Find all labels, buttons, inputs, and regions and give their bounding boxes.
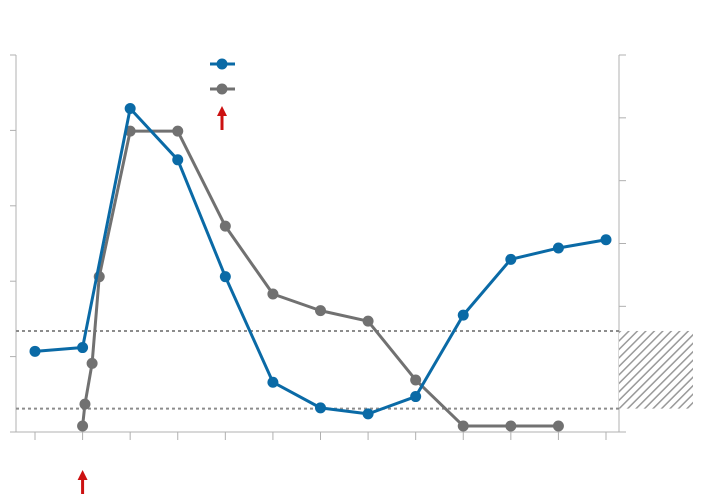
series-2-point [172, 125, 184, 137]
legend-marker-series-1 [216, 58, 228, 70]
series-1-point [457, 309, 469, 321]
series-2-point [362, 315, 374, 327]
series-2-point [410, 374, 422, 386]
series-1-point [124, 103, 136, 115]
series-2-point [315, 305, 326, 317]
series-2-point [505, 420, 517, 432]
series-2-point [267, 288, 279, 300]
reference-band-hatch [619, 330, 693, 409]
series-2-point [219, 220, 231, 232]
series-2-point [86, 357, 98, 369]
series-1-point [172, 154, 184, 166]
series-1-point [219, 271, 231, 283]
series-1-point [77, 342, 89, 354]
series-2-line [81, 129, 560, 428]
series-1-point [362, 408, 374, 420]
series-1-point [410, 391, 422, 403]
series-1-point [600, 234, 612, 246]
series-2-point [457, 420, 469, 432]
series-1-line [33, 107, 608, 416]
legend-arrow-head [217, 106, 227, 116]
series-1-point [29, 345, 41, 357]
series-2-point [552, 420, 564, 432]
series-1-point [267, 376, 279, 388]
x-axis-arrow-head [77, 470, 88, 480]
legend-marker-series-2 [216, 83, 228, 95]
series-1-point [552, 242, 564, 254]
series-1-point [505, 253, 517, 265]
series-1-point [315, 402, 326, 414]
series-2-point [77, 420, 89, 432]
series-2-point [79, 398, 91, 410]
